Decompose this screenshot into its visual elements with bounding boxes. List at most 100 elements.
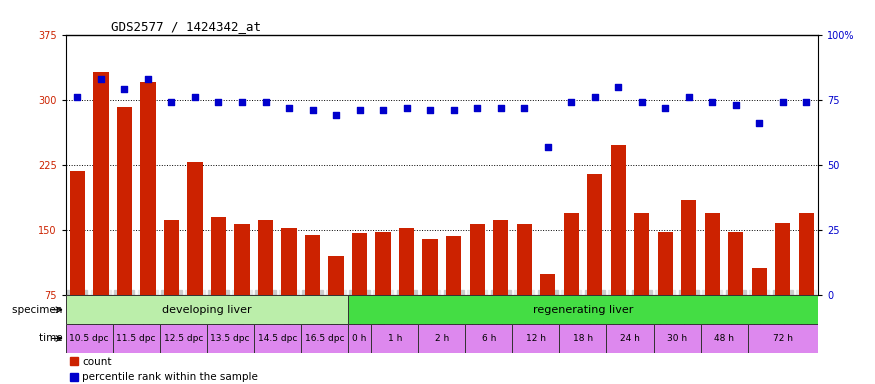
Point	[705, 99, 719, 106]
Point	[658, 104, 672, 111]
Point	[634, 99, 648, 106]
Text: 13.5 dpc: 13.5 dpc	[211, 334, 250, 343]
Bar	[654, 324, 701, 353]
Bar	[371, 324, 418, 353]
Bar	[587, 174, 602, 295]
Text: specimen: specimen	[12, 305, 66, 315]
Bar	[540, 274, 556, 295]
Point	[188, 94, 202, 100]
Bar	[466, 324, 513, 353]
Bar	[423, 239, 438, 295]
Bar	[258, 220, 273, 295]
Point	[258, 99, 272, 106]
Bar	[113, 324, 160, 353]
Bar	[559, 324, 606, 353]
Point	[729, 102, 743, 108]
Text: 12 h: 12 h	[526, 334, 546, 343]
Bar	[254, 324, 301, 353]
Bar	[704, 213, 720, 295]
Bar	[206, 324, 254, 353]
Bar	[701, 324, 747, 353]
Bar	[752, 268, 767, 295]
Point	[305, 107, 319, 113]
Bar	[328, 256, 344, 295]
Bar	[634, 213, 649, 295]
Point	[70, 94, 84, 100]
Point	[776, 99, 790, 106]
Bar	[516, 224, 532, 295]
Point	[164, 99, 178, 106]
Bar	[446, 236, 461, 295]
Text: developing liver: developing liver	[162, 305, 251, 315]
Bar	[282, 228, 297, 295]
Text: 2 h: 2 h	[435, 334, 449, 343]
Point	[564, 99, 578, 106]
Point	[400, 104, 414, 111]
Point	[329, 113, 343, 119]
Point	[612, 84, 626, 90]
Point	[376, 107, 390, 113]
Point	[588, 94, 602, 100]
Point	[212, 99, 226, 106]
Point	[446, 107, 460, 113]
Bar	[564, 213, 579, 295]
Bar	[775, 223, 790, 295]
Text: GDS2577 / 1424342_at: GDS2577 / 1424342_at	[111, 20, 261, 33]
Bar	[94, 72, 108, 295]
Point	[235, 99, 249, 106]
Bar	[66, 324, 113, 353]
Bar	[164, 220, 179, 295]
Bar	[66, 295, 348, 324]
Bar	[304, 235, 320, 295]
Text: 16.5 dpc: 16.5 dpc	[304, 334, 344, 343]
Bar	[348, 295, 818, 324]
Point	[94, 76, 108, 82]
Text: regenerating liver: regenerating liver	[533, 305, 634, 315]
Point	[493, 104, 507, 111]
Bar	[70, 171, 85, 295]
Bar	[160, 324, 206, 353]
Bar	[375, 232, 391, 295]
Text: 11.5 dpc: 11.5 dpc	[116, 334, 156, 343]
Text: 10.5 dpc: 10.5 dpc	[69, 334, 108, 343]
Text: 30 h: 30 h	[667, 334, 687, 343]
Text: 24 h: 24 h	[620, 334, 640, 343]
Legend: count, percentile rank within the sample: count, percentile rank within the sample	[66, 353, 262, 384]
Text: 72 h: 72 h	[773, 334, 793, 343]
Bar	[234, 224, 249, 295]
Bar	[606, 324, 654, 353]
Point	[800, 99, 814, 106]
Point	[682, 94, 696, 100]
Point	[517, 104, 531, 111]
Bar	[493, 220, 508, 295]
Bar	[470, 224, 485, 295]
Bar	[211, 217, 226, 295]
Bar	[348, 324, 371, 353]
Bar	[187, 162, 203, 295]
Text: 0 h: 0 h	[353, 334, 367, 343]
Text: time: time	[38, 333, 66, 344]
Point	[424, 107, 438, 113]
Bar	[728, 232, 744, 295]
Point	[353, 107, 367, 113]
Point	[282, 104, 296, 111]
Bar	[418, 324, 466, 353]
Text: 6 h: 6 h	[482, 334, 496, 343]
Text: 14.5 dpc: 14.5 dpc	[257, 334, 297, 343]
Bar	[116, 107, 132, 295]
Bar	[611, 145, 626, 295]
Bar	[681, 200, 696, 295]
Bar	[513, 324, 559, 353]
Point	[470, 104, 484, 111]
Bar	[399, 228, 414, 295]
Text: 48 h: 48 h	[714, 334, 734, 343]
Bar	[799, 213, 814, 295]
Point	[541, 144, 555, 150]
Bar	[658, 232, 673, 295]
Text: 18 h: 18 h	[573, 334, 593, 343]
Point	[117, 86, 131, 93]
Bar	[747, 324, 818, 353]
Text: 1 h: 1 h	[388, 334, 402, 343]
Point	[752, 120, 766, 126]
Point	[141, 76, 155, 82]
